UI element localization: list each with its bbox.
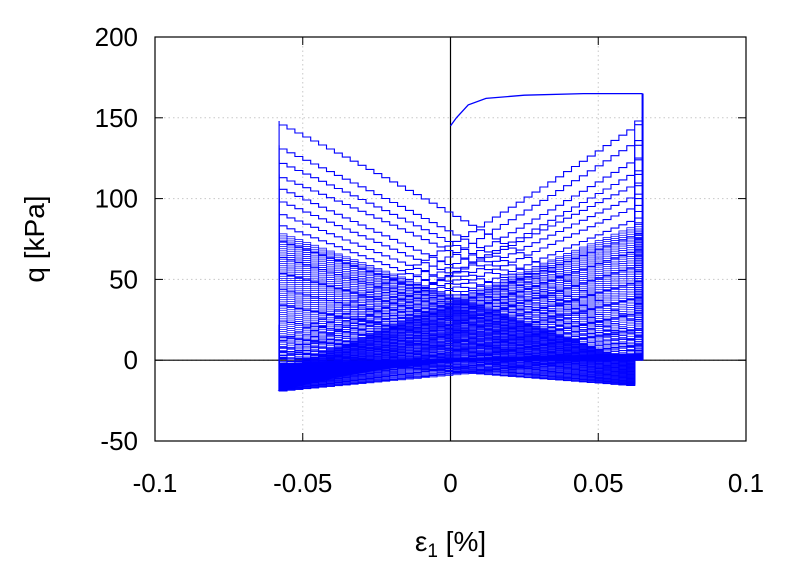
x-axis-label-unit: [%] [438, 526, 486, 557]
y-tick-label: -50 [100, 426, 138, 456]
y-tick-label: 200 [95, 22, 138, 52]
lower-envelope-band [277, 353, 644, 392]
x-axis-label-subscript: 1 [427, 541, 438, 562]
y-tick-label: 0 [124, 345, 138, 375]
x-tick-label: -0.05 [273, 468, 332, 498]
y-tick-label: 150 [95, 103, 138, 133]
data-layer [277, 92, 644, 392]
y-axis-label: q [kPa] [19, 195, 50, 282]
x-tick-label: -0.1 [133, 468, 178, 498]
x-axis-label-symbol: ε [415, 526, 427, 557]
x-tick-labels: -0.1 -0.05 0 0.05 0.1 [133, 468, 764, 498]
x-tick-label: 0.05 [573, 468, 624, 498]
y-tick-label: 50 [109, 264, 138, 294]
x-axis-label: ε1 [%] [415, 526, 486, 562]
initial-loading-curve [449, 92, 643, 127]
zero-axis-lines [155, 37, 746, 441]
y-tick-labels: -50 0 50 100 150 200 [95, 22, 138, 456]
tick-marks [154, 36, 747, 442]
x-tick-label: 0 [443, 468, 457, 498]
y-tick-label: 100 [95, 184, 138, 214]
x-tick-label: 0.1 [728, 468, 764, 498]
